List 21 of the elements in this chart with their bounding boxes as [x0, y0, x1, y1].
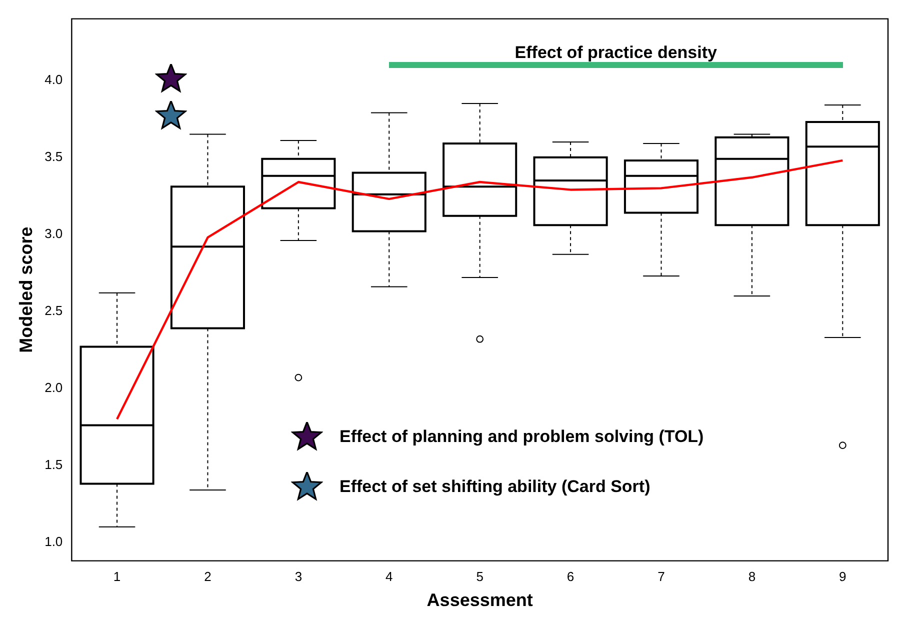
- x-tick-label: 7: [658, 569, 665, 584]
- x-tick-label: 8: [748, 569, 756, 584]
- y-tick-label: 2.0: [44, 380, 63, 395]
- y-tick-label: 3.0: [44, 226, 63, 241]
- y-tick-label: 1.0: [44, 534, 63, 549]
- x-tick-label: 1: [113, 569, 121, 584]
- y-tick-label: 1.5: [44, 456, 63, 472]
- y-tick-label: 4.0: [44, 72, 63, 87]
- x-tick-label: 4: [386, 569, 393, 584]
- y-tick-label: 3.5: [44, 148, 63, 164]
- x-tick-label: 6: [566, 569, 574, 584]
- x-tick-label: 5: [476, 569, 484, 584]
- annotation: Effect of planning and problem solving (TOL): [339, 426, 704, 447]
- x-axis-title: Assessment: [426, 590, 533, 610]
- x-tick-label: 9: [839, 569, 846, 584]
- annotation: Effect of set shifting ability (Card Sort): [339, 477, 650, 498]
- annotation: Effect of practice density: [514, 43, 718, 64]
- y-tick-label: 2.5: [44, 302, 63, 318]
- x-tick-label: 2: [204, 569, 212, 584]
- x-tick-label: 3: [294, 569, 302, 584]
- y-axis-title: Modeled score: [16, 226, 36, 353]
